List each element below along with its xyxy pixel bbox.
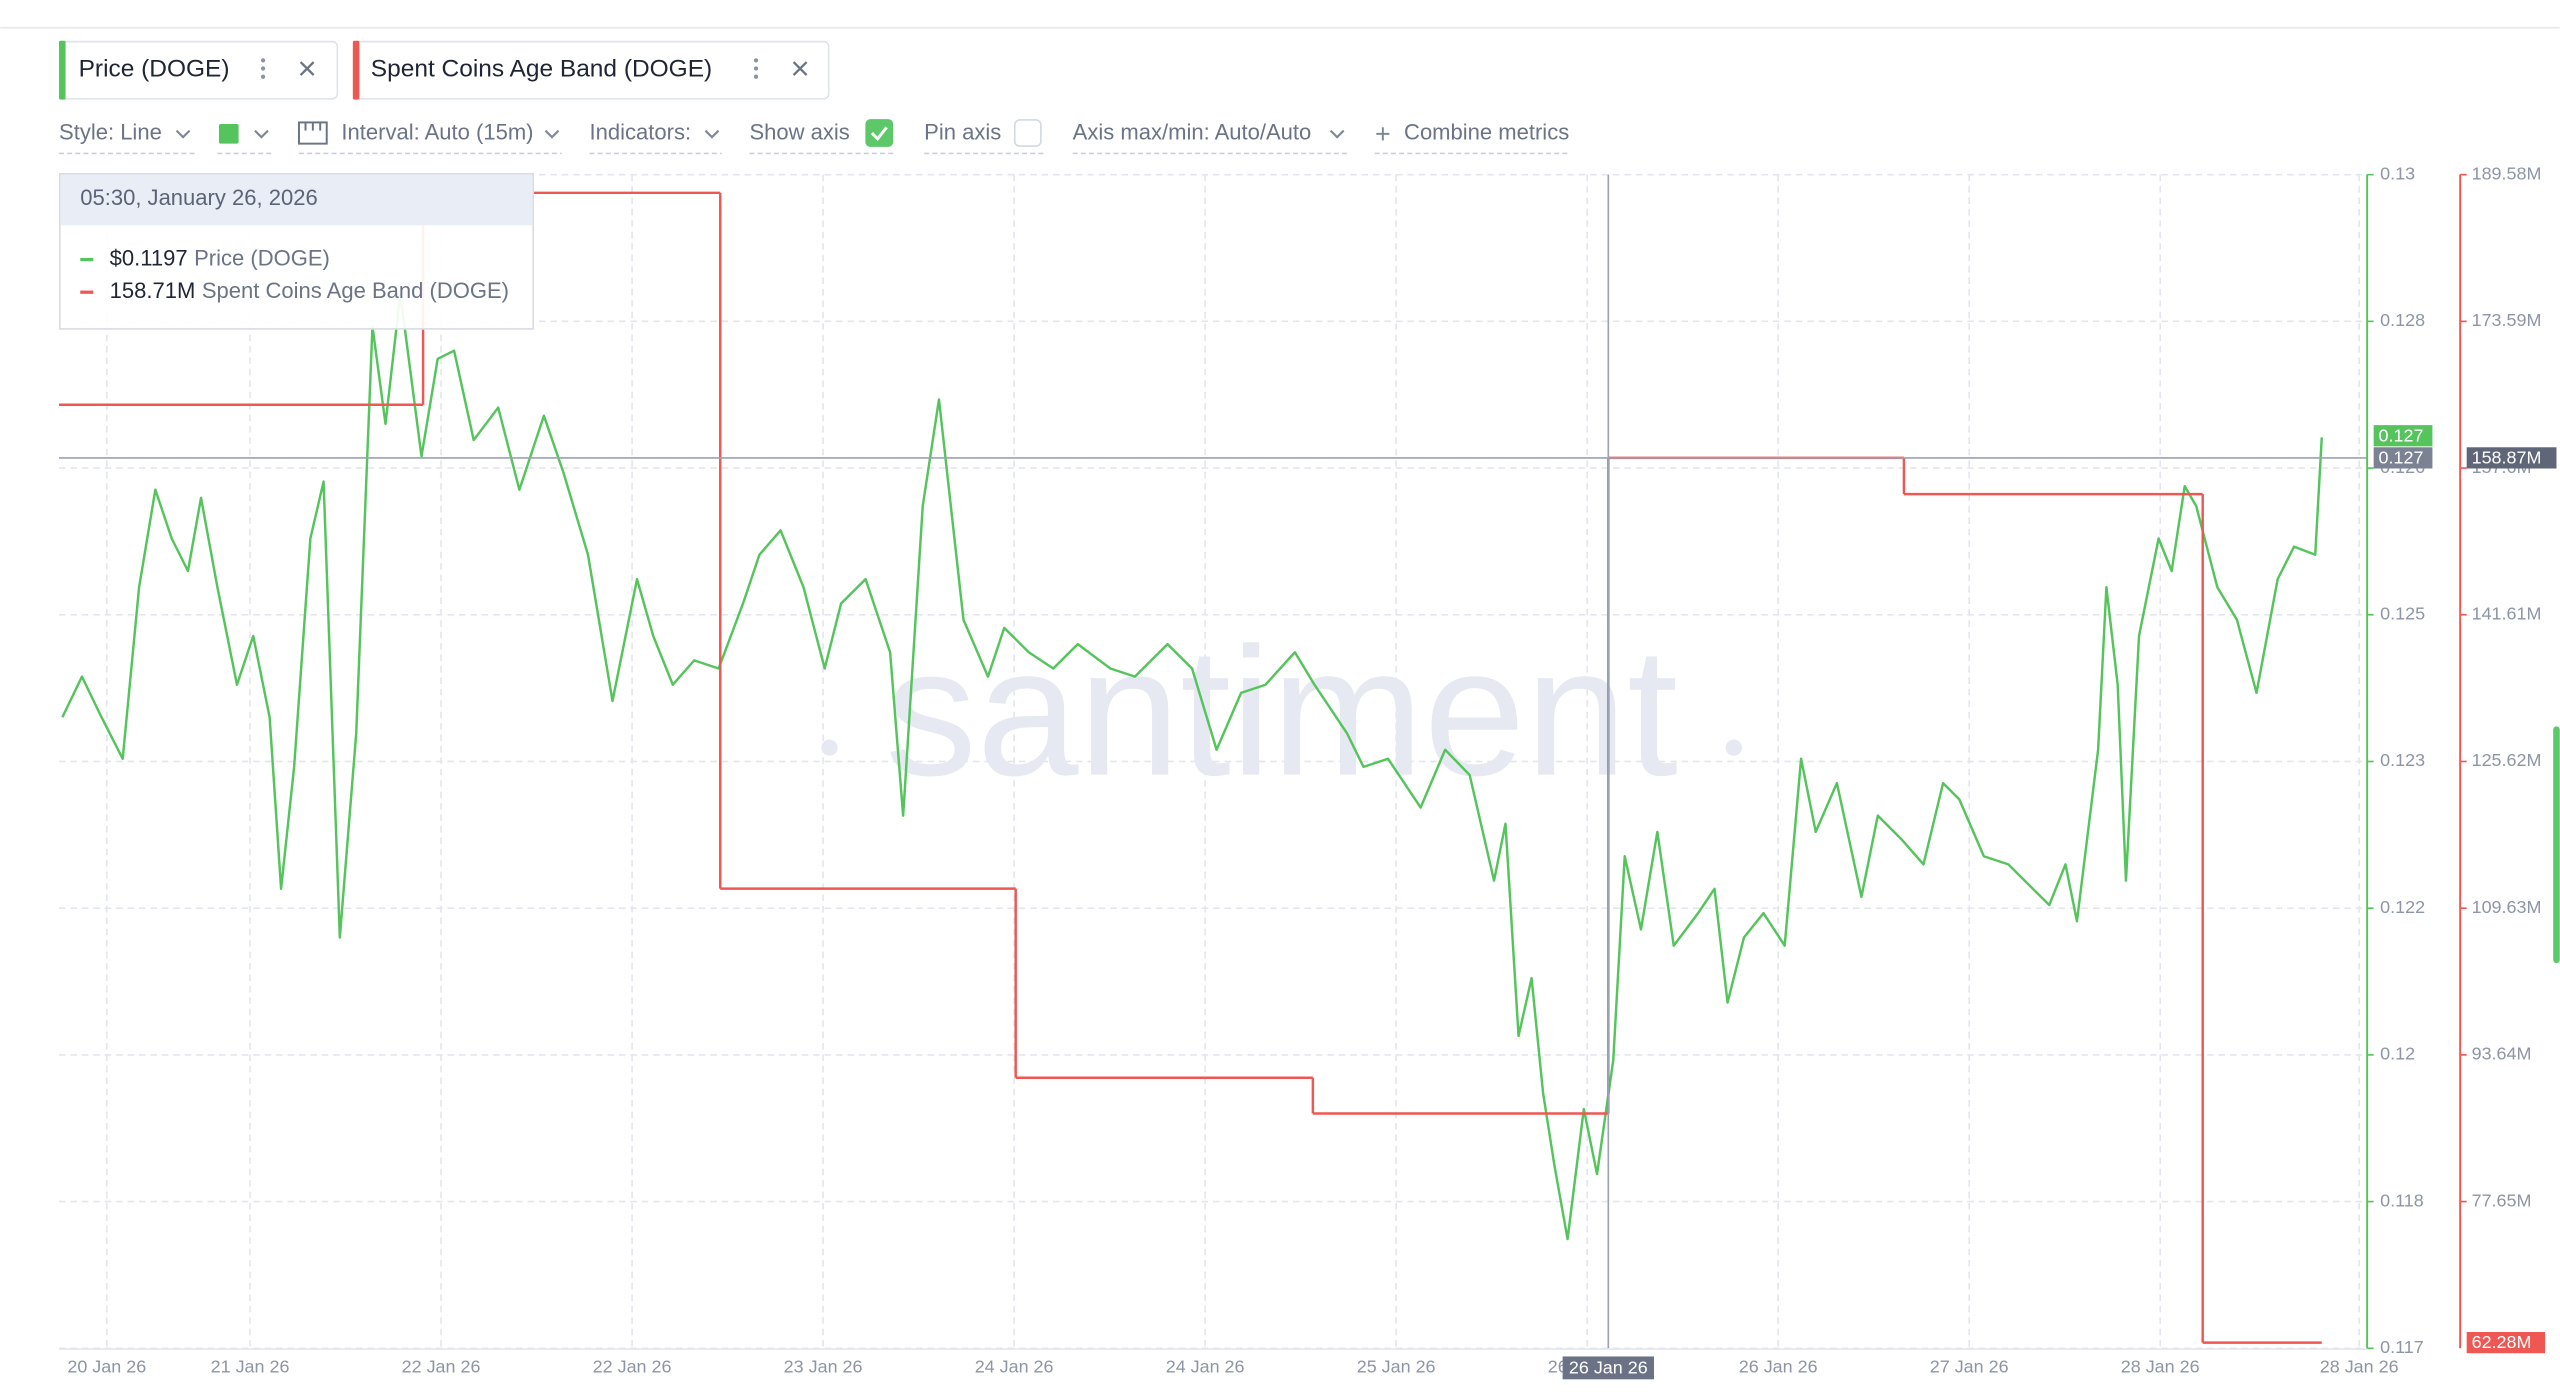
watermark: santiment: [821, 610, 1742, 814]
price-last-badge-bg: [2373, 425, 2433, 447]
x-tick-label: 23 Jan 26: [784, 1357, 863, 1377]
tooltip: 05:30, January 26, 2026 $0.1197 Price (DO…: [59, 173, 535, 330]
x-tick-label: 24 Jan 26: [975, 1357, 1054, 1377]
band-hover-badge-bg: [2466, 447, 2557, 469]
x-tick-label: 27 Jan 26: [1930, 1357, 2009, 1377]
metric-chip[interactable]: Spent Coins Age Band (DOGE): [352, 40, 830, 100]
y2-tick-label: 125.62M: [2472, 750, 2542, 770]
side-handle: [2553, 726, 2560, 964]
x-hover-badge-bg: [1562, 1356, 1655, 1380]
combine-metrics-control[interactable]: Combine metrics: [1404, 120, 1569, 145]
tooltip-row: 158.71M Spent Coins Age Band (DOGE): [110, 278, 509, 303]
y-tick-label: 0.128: [2380, 310, 2425, 330]
indicators-control[interactable]: Indicators:: [590, 120, 692, 145]
y2-tick-label: 141.61M: [2472, 604, 2542, 624]
close-icon[interactable]: [792, 61, 808, 76]
metric-chip[interactable]: Price (DOGE): [59, 40, 339, 100]
y-tick-label: 0.12: [2380, 1044, 2415, 1064]
checkbox[interactable]: [1013, 119, 1042, 147]
chevron: [175, 129, 191, 139]
watermark-dot: [1725, 739, 1742, 756]
y-tick-label: 0.117: [2380, 1337, 2424, 1357]
menu-icon[interactable]: [260, 58, 266, 79]
price-line: [61, 292, 2323, 1241]
interval-control[interactable]: Interval: Auto (15m): [341, 120, 533, 145]
show-axis-control[interactable]: Show axis: [749, 120, 849, 145]
x-tick-label: 26 Jan 26: [1739, 1357, 1818, 1377]
x-tick-label: 22 Jan 26: [402, 1357, 481, 1377]
checkmark: [870, 126, 888, 141]
plus-icon: [1376, 127, 1390, 141]
tooltip-metric: Price (DOGE): [194, 245, 330, 270]
chevron: [1329, 129, 1345, 139]
pin-axis-control[interactable]: Pin axis: [924, 120, 1001, 145]
y-tick-label: 0.13: [2380, 163, 2415, 183]
x-tick-label: 28 Jan 26: [2320, 1357, 2399, 1377]
y2-tick-label: 173.59M: [2472, 310, 2542, 330]
y-tick-label: 0.118: [2380, 1190, 2424, 1210]
tooltip-metric: Spent Coins Age Band (DOGE): [202, 278, 509, 303]
tooltip-header: [60, 174, 533, 226]
chevron: [704, 129, 720, 139]
chevron: [254, 129, 269, 139]
price-last-badge: 0.127: [2379, 425, 2424, 445]
y-tick-label: 0.125: [2380, 604, 2425, 624]
axes: 0.130.1280.1260.1250.1230.1220.120.1180.…: [59, 163, 2542, 1377]
watermark-dot: [821, 739, 838, 756]
watermark-text: santiment: [885, 610, 1678, 814]
y2-tick-label: 189.58M: [2472, 163, 2542, 183]
color-swatch[interactable]: [218, 124, 239, 144]
band-hover-badge: 158.87M: [2472, 447, 2542, 467]
tooltip-row: $0.1197 Price (DOGE): [110, 245, 330, 270]
band-last-badge-bg: [2466, 1331, 2546, 1354]
x-tick-label: 25 Jan 26: [1357, 1357, 1436, 1377]
y2-tick-label: 77.65M: [2472, 1190, 2532, 1210]
x-tick-label: 21 Jan 26: [211, 1357, 290, 1377]
tooltip-value: 158.71M: [110, 278, 196, 303]
chip-color: [59, 40, 66, 100]
x-hover-badge: 26 Jan 26: [1569, 1357, 1648, 1377]
plot: [59, 174, 2368, 1349]
chevron: [544, 129, 560, 139]
interval-icon: [297, 121, 328, 145]
band-last-badge: 62.28M: [2472, 1332, 2532, 1352]
price-hover-badge-bg: [2373, 447, 2433, 469]
price-hover-badge: 0.127: [2379, 447, 2424, 467]
tooltip-value: $0.1197: [110, 245, 188, 270]
chip-label: Spent Coins Age Band (DOGE): [371, 56, 712, 83]
y-tick-label: 0.122: [2380, 897, 2425, 917]
x-tick-label: 28 Jan 26: [2121, 1357, 2200, 1377]
x-tick-label: 24 Jan 26: [1166, 1357, 1245, 1377]
y-tick-label: 0.123: [2380, 750, 2425, 770]
tooltip-time: 05:30, January 26, 2026: [80, 185, 317, 210]
grid: [59, 173, 2368, 1350]
toolbar: Style: Line Interval: Auto (15m) Indicat…: [59, 119, 1571, 155]
y2-tick-label: 109.63M: [2472, 897, 2542, 917]
checkbox-checked[interactable]: [865, 119, 894, 147]
axis-minmax-control[interactable]: Axis max/min: Auto/Auto: [1073, 120, 1312, 145]
chip-color: [352, 40, 360, 100]
y2-tick-label: 93.64M: [2472, 1044, 2532, 1064]
chip-label: Price (DOGE): [79, 56, 230, 83]
x-tick-label: 22 Jan 26: [593, 1357, 672, 1377]
close-icon[interactable]: [299, 61, 315, 76]
style-control[interactable]: Style: Line: [59, 120, 162, 145]
x-tick-label: 20 Jan 26: [67, 1357, 146, 1377]
menu-icon[interactable]: [753, 58, 759, 79]
